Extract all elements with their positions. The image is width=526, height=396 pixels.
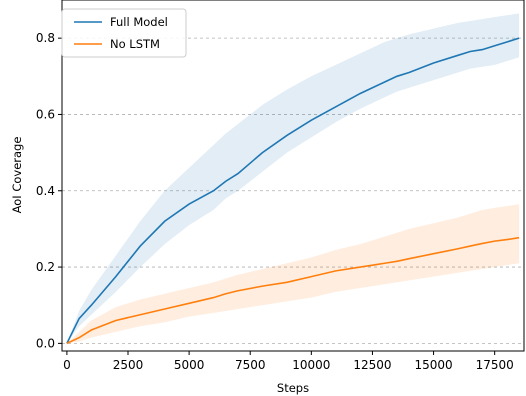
y-tick-label: 0.0 xyxy=(36,336,55,350)
series-lines xyxy=(66,37,520,345)
grid-lines xyxy=(62,37,524,344)
confidence-bands xyxy=(66,13,520,344)
legend-label-full-model: Full Model xyxy=(110,15,168,29)
x-tick-label: 7500 xyxy=(235,358,266,372)
x-tick-label: 10000 xyxy=(292,358,330,372)
y-tick-label: 0.2 xyxy=(36,260,55,274)
series-line-full-model xyxy=(66,37,520,344)
series-line-no-lstm xyxy=(66,236,520,345)
x-tick-label: 0 xyxy=(63,358,71,372)
y-axis-ticks: 0.0 0.2 0.4 0.6 0.8 xyxy=(36,31,62,350)
plot-frame xyxy=(61,0,525,352)
x-tick-label: 17500 xyxy=(476,358,514,372)
x-tick-label: 5000 xyxy=(174,358,205,372)
y-tick-label: 0.6 xyxy=(36,107,55,121)
x-axis-ticks: 0 2500 5000 7500 10000 12500 15000 17500 xyxy=(63,351,514,372)
y-tick-label: 0.8 xyxy=(36,31,55,45)
y-tick-label: 0.4 xyxy=(36,184,55,198)
band-full-model xyxy=(66,13,520,344)
x-axis-label: Steps xyxy=(277,381,309,395)
legend-box xyxy=(61,8,187,58)
x-tick-label: 12500 xyxy=(353,358,391,372)
x-tick-label: 2500 xyxy=(113,358,144,372)
legend: Full Model No LSTM xyxy=(61,8,187,58)
legend-label-no-lstm: No LSTM xyxy=(110,37,160,51)
x-tick-label: 15000 xyxy=(414,358,452,372)
band-no-lstm xyxy=(66,204,520,344)
y-axis-label: AoI Coverage xyxy=(10,137,24,214)
